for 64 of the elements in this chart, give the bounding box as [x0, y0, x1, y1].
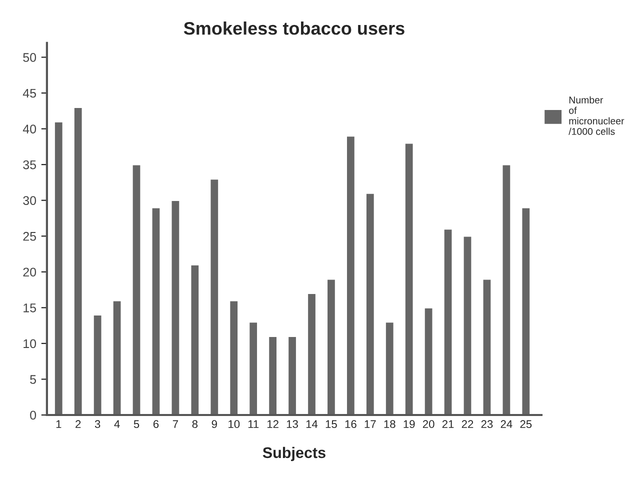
x-tick-label: 11	[248, 420, 259, 428]
bar	[384, 321, 395, 415]
bar	[209, 178, 220, 415]
bar	[54, 120, 64, 415]
x-tick-label: 13	[286, 420, 298, 428]
y-tick-label: 25	[23, 232, 36, 241]
y-tick-label: 0	[30, 410, 36, 420]
bar	[112, 300, 122, 415]
bar	[404, 142, 414, 415]
x-tick-label: 7	[172, 420, 178, 428]
x-tick-label: 4	[114, 420, 120, 428]
chart-title: Smokeless tobacco users	[184, 22, 404, 35]
x-tick-label: 19	[404, 420, 415, 428]
y-tick-label: 35	[23, 160, 36, 170]
x-tick-label: 20	[422, 420, 434, 428]
x-tick-label: 23	[481, 420, 493, 428]
x-tick-label: 16	[345, 420, 356, 428]
bar	[442, 228, 454, 415]
y-tick-label: 20	[23, 268, 36, 277]
bar	[248, 321, 258, 415]
y-tick-label: 10	[24, 339, 36, 348]
y-tick-label: 45	[22, 88, 36, 98]
bar	[306, 292, 317, 415]
x-tick-label: 5	[134, 420, 140, 428]
x-tick-label: 14	[306, 420, 318, 428]
x-tick-label: 6	[153, 420, 159, 428]
x-tick-label: 3	[94, 420, 100, 428]
bar	[326, 278, 336, 415]
x-tick-label: 22	[462, 420, 474, 428]
y-tick-label: 30	[23, 196, 36, 205]
bar	[190, 264, 200, 415]
y-tick-label: 15	[24, 304, 36, 312]
bar	[150, 206, 162, 415]
x-tick-label: 18	[384, 420, 396, 428]
bar	[92, 314, 103, 415]
x-tick-label: 10	[228, 420, 240, 428]
bar	[73, 106, 84, 415]
x-tick-label: 21	[442, 420, 454, 428]
x-axis-title: Subjects	[262, 446, 326, 462]
x-tick-label: 24	[500, 420, 512, 428]
x-tick-label: 8	[192, 420, 198, 428]
bar	[365, 192, 376, 415]
x-tick-label: 15	[326, 420, 337, 428]
y-tick-label: 50	[23, 53, 36, 62]
bar	[170, 200, 181, 415]
x-tick-label: 9	[212, 420, 217, 428]
bar	[423, 306, 434, 415]
bar	[131, 164, 142, 415]
legend-label: Number of micronucleer /1000 cells	[568, 96, 624, 135]
bar	[346, 135, 356, 415]
x-tick-label: 17	[364, 420, 376, 428]
x-tick-label: 1	[56, 420, 62, 428]
bar	[482, 278, 492, 415]
bar	[287, 336, 298, 415]
bar	[462, 235, 473, 415]
bar	[268, 336, 278, 415]
x-tick-label: 25	[520, 420, 532, 428]
y-tick-label: 40	[22, 124, 36, 134]
bar	[520, 206, 531, 415]
y-tick-label: 5	[30, 375, 36, 384]
bar	[228, 300, 239, 415]
x-tick-label: 2	[76, 420, 81, 428]
bar	[501, 164, 512, 415]
x-tick-label: 12	[267, 420, 278, 428]
